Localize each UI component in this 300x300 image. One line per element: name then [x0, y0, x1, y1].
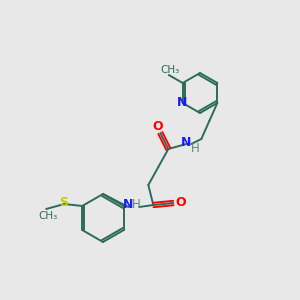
Text: H: H	[132, 197, 141, 211]
Text: O: O	[152, 119, 163, 133]
Text: CH₃: CH₃	[160, 65, 179, 75]
Text: N: N	[181, 136, 191, 149]
Text: N: N	[176, 97, 187, 110]
Text: S: S	[59, 196, 68, 208]
Text: O: O	[175, 196, 186, 208]
Text: N: N	[123, 197, 134, 211]
Text: CH₃: CH₃	[39, 211, 58, 221]
Text: H: H	[191, 142, 200, 154]
